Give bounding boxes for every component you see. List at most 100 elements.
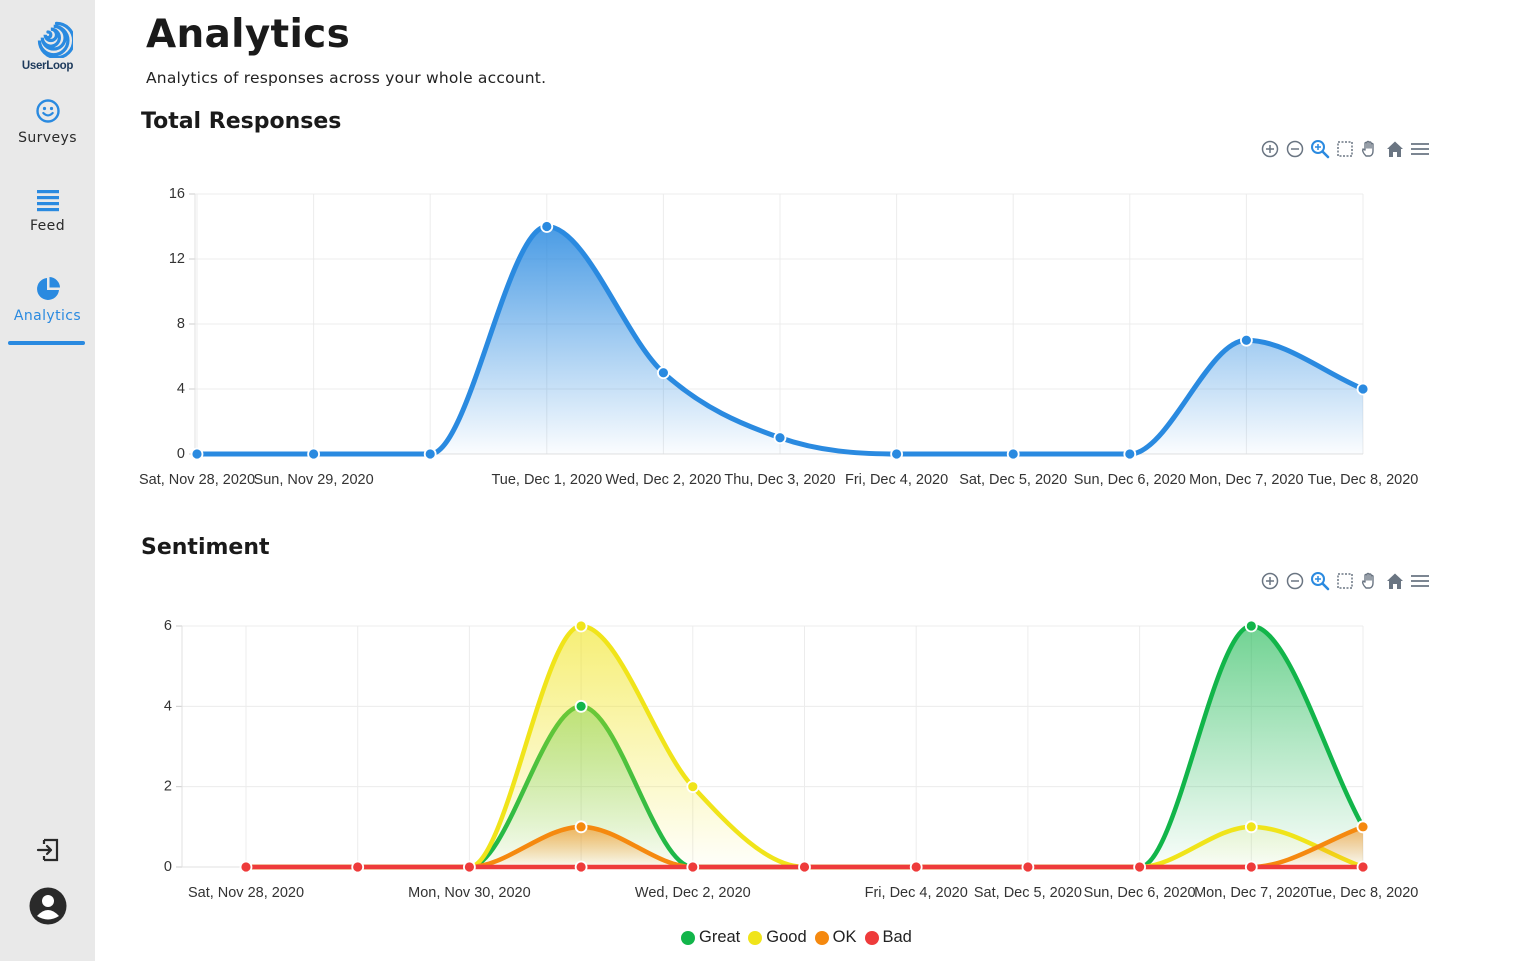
- zoom-out-button[interactable]: [1283, 138, 1307, 160]
- sentiment-legend: Great Good OK Bad: [681, 928, 920, 947]
- legend-marker: [864, 930, 879, 945]
- y-tick-label: 0: [177, 446, 185, 462]
- data-point: [1244, 860, 1258, 874]
- data-point: [1244, 820, 1258, 834]
- data-point: [686, 780, 700, 794]
- reset-zoom-button[interactable]: [1383, 138, 1407, 160]
- data-point: [540, 220, 554, 233]
- data-point: [462, 860, 476, 874]
- smiley-icon: [35, 99, 60, 123]
- data-point: [1123, 447, 1137, 461]
- main-content: Analytics Analytics of responses across …: [95, 0, 1536, 961]
- legend-marker: [748, 930, 763, 945]
- sentiment-chart[interactable]: 0 2 4 6 Sat, Nov 28, 2020 Mon, Nov 30, 2020 We…: [95, 0, 1536, 961]
- data-point: [574, 699, 588, 713]
- legend-item-great[interactable]: Great: [681, 928, 740, 947]
- x-tick-label: Sat, Nov 28, 2020: [139, 472, 255, 488]
- zoom-out-button[interactable]: [1283, 570, 1307, 592]
- series-area: [246, 826, 1363, 867]
- x-tick-label: Mon, Dec 7, 2020: [1189, 472, 1303, 488]
- y-tick-label: 0: [164, 859, 172, 875]
- x-tick-label: Tue, Dec 8, 2020: [1308, 472, 1419, 488]
- zoom-selection-button[interactable]: [1308, 138, 1332, 160]
- sidebar-item-analytics[interactable]: Analytics: [0, 276, 95, 324]
- chart-toolbar-sentiment: [1258, 570, 1433, 592]
- data-point: [239, 860, 253, 874]
- app-logo[interactable]: UserLoop: [0, 12, 95, 78]
- chart-menu-button[interactable]: [1408, 138, 1432, 160]
- legend-label: Great: [699, 928, 741, 946]
- pan-button[interactable]: [1358, 570, 1382, 592]
- x-tick-label: Fri, Dec 4, 2020: [845, 472, 948, 488]
- logo-text: UserLoop: [21, 60, 74, 72]
- select-box-button[interactable]: [1333, 138, 1357, 160]
- legend-label: Bad: [882, 928, 912, 946]
- chart-toolbar-total-responses: [1258, 138, 1433, 160]
- sidebar-item-label: Analytics: [13, 308, 82, 324]
- x-tick-label: Sun, Dec 6, 2020: [1074, 472, 1186, 488]
- data-point: [1021, 860, 1035, 874]
- y-tick-label: 6: [164, 618, 172, 634]
- home-reset-icon: [1387, 573, 1403, 589]
- data-point: [423, 447, 437, 461]
- y-tick-label: 12: [169, 251, 185, 267]
- pie-chart-icon: [36, 277, 60, 300]
- x-tick-label: Sat, Dec 5, 2020: [974, 885, 1082, 901]
- chart-title-total-responses: Total Responses: [141, 109, 342, 134]
- y-tick-label: 2: [164, 779, 172, 795]
- data-point: [574, 820, 588, 834]
- zoom-in-icon: [1261, 572, 1279, 590]
- zoom-selection-icon: [1311, 572, 1330, 591]
- pan-hand-icon: [1361, 140, 1374, 157]
- legend-item-bad[interactable]: Bad: [864, 928, 912, 947]
- data-point: [1356, 820, 1370, 834]
- data-point: [890, 447, 903, 461]
- legend-item-ok[interactable]: OK: [814, 928, 857, 947]
- chart-menu-button[interactable]: [1408, 570, 1432, 592]
- x-tick-label: Sun, Nov 29, 2020: [254, 472, 374, 488]
- menu-icon: [1411, 143, 1429, 155]
- data-point: [574, 860, 588, 874]
- select-box-icon: [1337, 573, 1353, 589]
- data-point: [190, 447, 204, 461]
- data-point: [351, 860, 365, 874]
- zoom-in-icon: [1261, 140, 1279, 158]
- sidebar-item-feed[interactable]: Feed: [0, 188, 95, 234]
- data-point: [1244, 619, 1258, 633]
- legend-label: Good: [766, 928, 807, 946]
- legend-marker: [681, 930, 695, 945]
- x-tick-label: Wed, Dec 2, 2020: [605, 472, 721, 488]
- x-tick-label: Fri, Dec 4, 2020: [865, 885, 968, 901]
- user-avatar-icon: [29, 887, 66, 925]
- x-tick-label: Sun, Dec 6, 2020: [1084, 885, 1196, 901]
- legend-item-good[interactable]: Good: [748, 928, 807, 947]
- spiral-logo-icon: [37, 21, 73, 58]
- chart-title-sentiment: Sentiment: [141, 535, 270, 560]
- home-reset-icon: [1387, 141, 1403, 157]
- x-tick-label: Mon, Nov 30, 2020: [408, 885, 531, 901]
- data-point: [909, 860, 923, 874]
- x-tick-label: Sat, Nov 28, 2020: [188, 885, 304, 901]
- zoom-in-button[interactable]: [1258, 570, 1282, 592]
- y-tick-label: 16: [169, 186, 185, 202]
- x-tick-label: Tue, Dec 8, 2020: [1308, 885, 1419, 901]
- logout-icon: [36, 838, 58, 862]
- logout-button[interactable]: [0, 837, 95, 863]
- page-subtitle: Analytics of responses across your whole…: [146, 69, 547, 87]
- reset-zoom-button[interactable]: [1383, 570, 1407, 592]
- series-area: [197, 226, 1363, 454]
- zoom-selection-button[interactable]: [1308, 570, 1332, 592]
- sidebar-item-surveys[interactable]: Surveys: [0, 98, 95, 146]
- series-area: [246, 626, 1363, 867]
- legend-marker: [814, 930, 829, 945]
- user-avatar-button[interactable]: [0, 887, 95, 925]
- x-tick-label: Mon, Dec 7, 2020: [1194, 885, 1308, 901]
- data-point: [798, 860, 811, 874]
- zoom-in-button[interactable]: [1258, 138, 1282, 160]
- x-tick-label: Wed, Dec 2, 2020: [635, 885, 751, 901]
- data-point: [574, 619, 588, 633]
- pan-button[interactable]: [1358, 138, 1382, 160]
- data-point: [1240, 333, 1253, 347]
- select-box-button[interactable]: [1333, 570, 1357, 592]
